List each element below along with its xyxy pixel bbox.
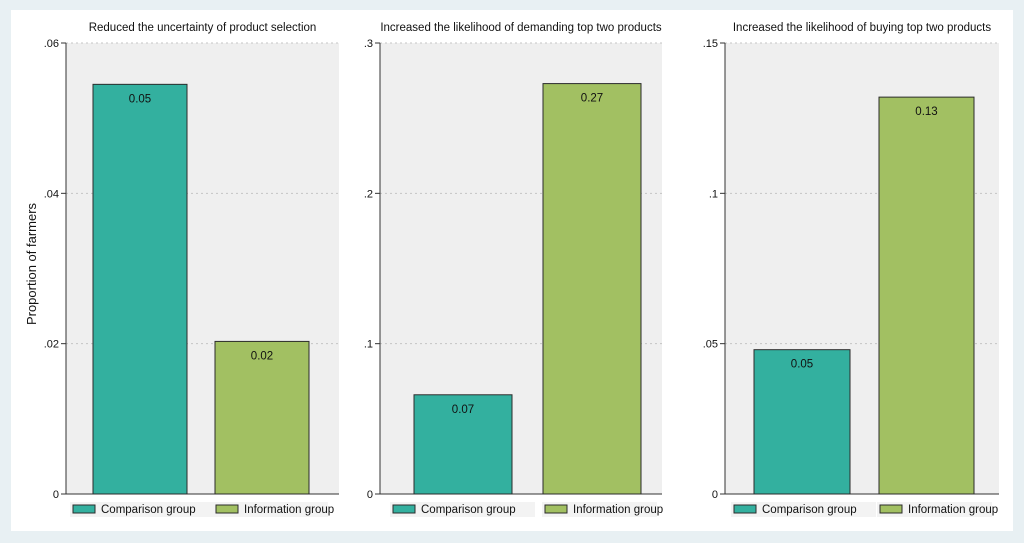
legend-swatch xyxy=(215,504,239,514)
y-axis-label: Proportion of farmers xyxy=(24,202,39,325)
legend-swatch xyxy=(392,504,416,514)
legend-label: Comparison group xyxy=(101,504,196,516)
y-tick-label: 0 xyxy=(712,489,718,501)
y-tick-label: .15 xyxy=(703,38,718,50)
bar-comparison xyxy=(92,83,188,495)
legend-item-bg xyxy=(731,502,876,517)
chart-title: Increased the likelihood of demanding to… xyxy=(380,22,662,34)
y-tick-label: .02 xyxy=(44,339,59,351)
legend-item-bg xyxy=(213,502,328,517)
data-label: 0.05 xyxy=(129,93,151,105)
data-label: 0.05 xyxy=(791,359,813,371)
y-tick-label: .1 xyxy=(364,339,373,351)
y-tick-label: .06 xyxy=(44,38,59,50)
legend-swatch xyxy=(72,504,96,514)
legend-label: Comparison group xyxy=(421,504,516,516)
panel-2: Increased the likelihood of demanding to… xyxy=(364,22,663,517)
legend-label: Information group xyxy=(244,504,334,516)
data-label: 0.07 xyxy=(452,404,474,416)
legend-swatch xyxy=(733,504,757,514)
y-tick-label: .05 xyxy=(703,339,718,351)
y-tick-label: .1 xyxy=(709,188,718,200)
data-label: 0.27 xyxy=(581,93,603,105)
legend-item-bg xyxy=(70,502,215,517)
bar-information xyxy=(542,83,642,495)
y-tick-label: .2 xyxy=(364,188,373,200)
legend-swatch xyxy=(544,504,568,514)
data-label: 0.13 xyxy=(915,106,937,118)
panel-3: Increased the likelihood of buying top t… xyxy=(703,22,999,517)
legend-item-bg xyxy=(542,502,657,517)
legend-label: Comparison group xyxy=(762,504,857,516)
legend-item-bg xyxy=(877,502,992,517)
panel-1: Reduced the uncertainty of product selec… xyxy=(44,22,339,517)
legend-label: Information group xyxy=(573,504,663,516)
y-tick-label: .3 xyxy=(364,38,373,50)
bar-comparison xyxy=(413,394,513,495)
legend-item-bg xyxy=(390,502,535,517)
bar-comparison xyxy=(753,349,851,495)
y-tick-label: 0 xyxy=(367,489,373,501)
y-tick-label: 0 xyxy=(53,489,59,501)
chart-title: Reduced the uncertainty of product selec… xyxy=(89,22,317,34)
legend-swatch xyxy=(879,504,903,514)
data-label: 0.02 xyxy=(251,350,273,362)
bar-information xyxy=(878,96,975,495)
y-tick-label: .04 xyxy=(44,188,59,200)
chart-title: Increased the likelihood of buying top t… xyxy=(733,22,992,34)
legend-label: Information group xyxy=(908,504,998,516)
bar-information xyxy=(214,340,310,495)
